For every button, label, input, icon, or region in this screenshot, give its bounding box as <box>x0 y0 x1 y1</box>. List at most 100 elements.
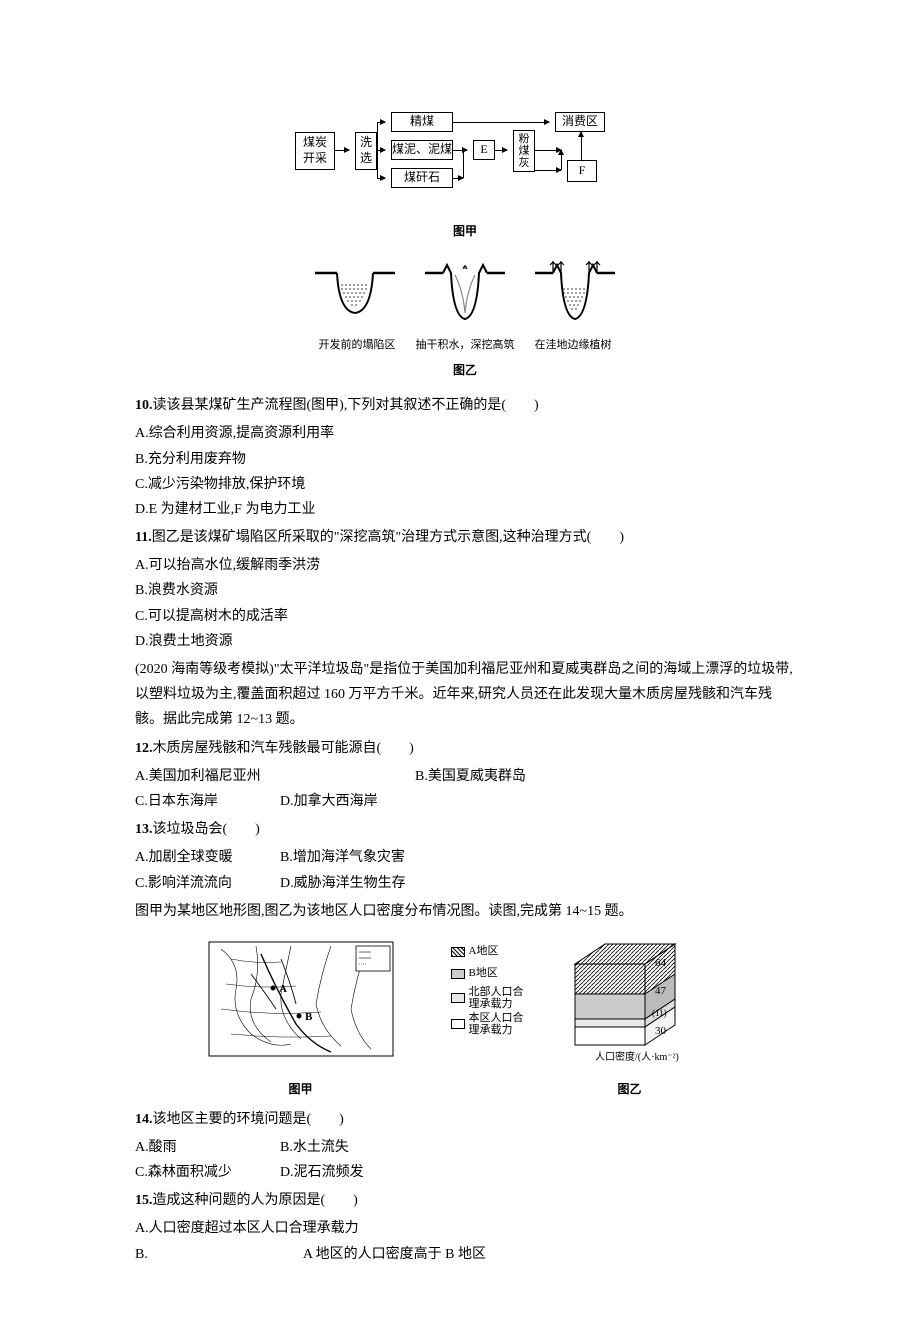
q15-b-prefix: B. <box>135 1247 148 1262</box>
map-label-a: A <box>279 983 287 995</box>
cross-caption-2: 抽干积水，深挖高筑 <box>416 336 515 356</box>
cross-sections <box>135 261 795 326</box>
node-xixuan: 洗 选 <box>355 132 377 170</box>
q15-stem: 15.造成这种问题的人为原因是( ) <box>135 1188 795 1213</box>
q12-a: A.美国加利福尼亚州 <box>135 764 415 789</box>
arrow <box>377 150 385 151</box>
q12-row1: A.美国加利福尼亚州 B.美国夏威夷群岛 <box>135 764 795 789</box>
q15-a: A.人口密度超过本区人口合理承载力 <box>135 1216 795 1241</box>
node-e: E <box>473 140 495 160</box>
q11-c: C.可以提高树木的成活率 <box>135 604 795 629</box>
q14-d: D.泥石流频发 <box>280 1160 425 1185</box>
arrow <box>335 150 349 151</box>
q12-c: C.日本东海岸 <box>135 789 280 814</box>
cross-item-2 <box>425 261 505 326</box>
cross-item-1 <box>315 261 395 326</box>
node-jingmei: 精煤 <box>391 112 453 132</box>
fig2-block-label: 图乙 <box>530 1079 730 1101</box>
node-f: F <box>567 160 597 182</box>
q10-stem-text: 读该县某煤矿生产流程图(图甲),下列对其叙述不正确的是( ) <box>153 398 539 413</box>
q11-stem: 11.图乙是该煤矿塌陷区所采取的"深挖高筑"治理方式示意图,这种治理方式( ) <box>135 525 795 550</box>
arrow <box>581 132 582 160</box>
arrow <box>377 122 385 123</box>
q12-stem: 12.木质房屋残骸和汽车残骸最可能源自( ) <box>135 736 795 761</box>
q13-c: C.影响洋流流向 <box>135 871 280 896</box>
q14-stem: 14.该地区主要的环境问题是( ) <box>135 1107 795 1132</box>
block-val-47: 47 <box>655 985 667 997</box>
q13-d: D.威胁海洋生物生存 <box>280 871 425 896</box>
q15-b: B. A 地区的人口密度高于 B 地区 <box>135 1242 795 1267</box>
q10-stem: 10.读该县某煤矿生产流程图(图甲),下列对其叙述不正确的是( ) <box>135 393 795 418</box>
q12-row2: C.日本东海岸 D.加拿大西海岸 <box>135 789 795 814</box>
map-label-b: B <box>305 1011 313 1023</box>
node-kaicai: 煤炭 开采 <box>295 132 335 170</box>
q12-stem-text: 木质房屋残骸和汽车残骸最可能源自( ) <box>153 741 414 756</box>
arrow <box>377 178 385 179</box>
q13-stem-text: 该垃圾岛会( ) <box>153 822 260 837</box>
legend-b-text: B地区 <box>469 964 498 984</box>
fig2-map-col: A B 图甲 <box>201 934 401 1101</box>
legend-north: 北部人口合 理承载力 <box>451 986 524 1010</box>
fig2-block-col: A地区 B地区 北部人口合 理承载力 本区人口合 理承载力 <box>451 934 730 1101</box>
cross-item-3 <box>535 261 615 326</box>
block-val-11: (11) <box>652 1008 667 1018</box>
figure-group-1: 煤炭 开采 洗 选 精煤 煤泥、泥煤 煤矸石 E 粉 煤 灰 消费区 F 图甲 <box>135 110 795 381</box>
q14-a: A.酸雨 <box>135 1135 280 1160</box>
q15-b-text: A 地区的人口密度高于 B 地区 <box>303 1247 486 1262</box>
legend-region-text: 本区人口合 理承载力 <box>469 1012 524 1036</box>
q10-d: D.E 为建材工业,F 为电力工业 <box>135 497 795 522</box>
q14-row1: A.酸雨 B.水土流失 <box>135 1135 795 1160</box>
figure-label-yi: 图乙 <box>135 360 795 382</box>
flowchart-jia: 煤炭 开采 洗 选 精煤 煤泥、泥煤 煤矸石 E 粉 煤 灰 消费区 F <box>295 110 635 200</box>
q15-stem-text: 造成这种问题的人为原因是( ) <box>153 1193 358 1208</box>
map-svg: A B <box>201 934 401 1064</box>
q10-c: C.减少污染物排放,保护环境 <box>135 472 795 497</box>
q12-d: D.加拿大西海岸 <box>280 789 425 814</box>
q13-a: A.加剧全球变暖 <box>135 845 280 870</box>
q14-c: C.森林面积减少 <box>135 1160 280 1185</box>
legend-a: A地区 <box>451 942 524 962</box>
q11-d: D.浪费土地资源 <box>135 629 795 654</box>
block-val-30: 30 <box>655 1025 667 1037</box>
block-axis-label: 人口密度/(人·km⁻²) <box>595 1050 679 1063</box>
q11-b: B.浪费水资源 <box>135 578 795 603</box>
block-val-64: 64 <box>655 957 667 969</box>
q14-row2: C.森林面积减少 D.泥石流频发 <box>135 1160 795 1185</box>
cross-svg-3 <box>535 261 615 326</box>
block3d-svg: 64 47 (11) 30 人口密度/(人·km⁻²) <box>530 934 730 1064</box>
q10-b: B.充分利用废弃物 <box>135 447 795 472</box>
q13-b: B.增加海洋气象灾害 <box>280 845 425 870</box>
q13-row1: A.加剧全球变暖 B.增加海洋气象灾害 <box>135 845 795 870</box>
conn-line <box>463 150 464 178</box>
arrow <box>495 150 507 151</box>
cross-caption-1: 开发前的塌陷区 <box>319 336 396 356</box>
q13-row2: C.影响洋流流向 D.威胁海洋生物生存 <box>135 871 795 896</box>
q12-b: B.美国夏威夷群岛 <box>415 764 560 789</box>
node-xiaofeiqu: 消费区 <box>555 112 605 132</box>
q11-a: A.可以抬高水位,缓解雨季洪涝 <box>135 553 795 578</box>
q14-b: B.水土流失 <box>280 1135 425 1160</box>
node-fenmeihui: 粉 煤 灰 <box>513 130 535 172</box>
q10-a: A.综合利用资源,提高资源利用率 <box>135 421 795 446</box>
q14-stem-text: 该地区主要的环境问题是( ) <box>153 1112 344 1127</box>
arrow <box>453 150 467 151</box>
q13-stem: 13.该垃圾岛会( ) <box>135 817 795 842</box>
context-14-15: 图甲为某地区地形图,图乙为该地区人口密度分布情况图。读图,完成第 14~15 题… <box>135 899 795 924</box>
q11-stem-text: 图乙是该煤矿塌陷区所采取的"深挖高筑"治理方式示意图,这种治理方式( ) <box>152 530 624 545</box>
arrow <box>453 178 463 179</box>
cross-svg-1 <box>315 261 395 326</box>
cross-caption-3: 在洼地边缘植树 <box>535 336 612 356</box>
figure-group-2: A B 图甲 A地区 B地区 北部人口合 理承载力 本区人口合 理承载力 <box>135 934 795 1101</box>
node-meiganshi: 煤矸石 <box>391 168 453 188</box>
fig2-map-label: 图甲 <box>201 1079 401 1101</box>
legend-region: 本区人口合 理承载力 <box>451 1012 524 1036</box>
legend-b: B地区 <box>451 964 524 984</box>
arrow <box>453 122 549 123</box>
node-meini: 煤泥、泥煤 <box>391 140 453 160</box>
arrow <box>535 170 561 171</box>
context-12-13: (2020 海南等级考模拟)"太平洋垃圾岛"是指位于美国加利福尼亚州和夏威夷群岛… <box>135 657 795 733</box>
cross-svg-2 <box>425 261 505 326</box>
legend-north-text: 北部人口合 理承载力 <box>469 986 524 1010</box>
legend-a-text: A地区 <box>469 942 499 962</box>
figure-label-jia: 图甲 <box>135 221 795 243</box>
